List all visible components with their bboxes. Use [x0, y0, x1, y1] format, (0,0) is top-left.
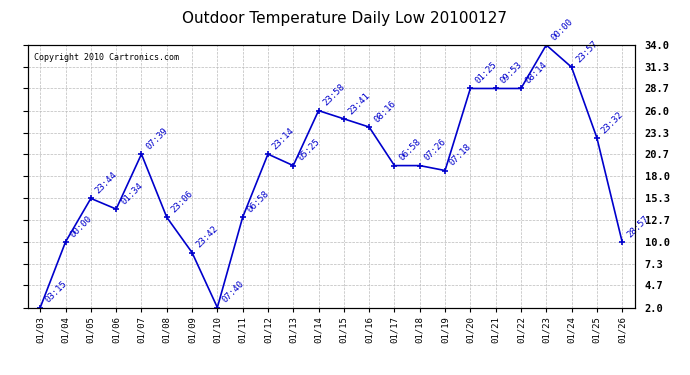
- Text: 07:40: 07:40: [220, 279, 246, 305]
- Text: 00:00: 00:00: [549, 17, 574, 42]
- Text: 23:57: 23:57: [574, 39, 600, 64]
- Text: 23:58: 23:58: [322, 82, 346, 108]
- Text: 08:16: 08:16: [372, 99, 397, 124]
- Text: 00:00: 00:00: [68, 214, 94, 239]
- Text: 07:39: 07:39: [144, 126, 170, 152]
- Text: Copyright 2010 Cartronics.com: Copyright 2010 Cartronics.com: [34, 53, 179, 62]
- Text: 23:42: 23:42: [195, 224, 220, 250]
- Text: 06:58: 06:58: [246, 189, 270, 214]
- Text: 05:25: 05:25: [296, 138, 322, 163]
- Text: 03:15: 03:15: [43, 279, 68, 305]
- Text: 08:14: 08:14: [524, 60, 549, 86]
- Text: 28:57: 28:57: [625, 214, 650, 239]
- Text: 07:26: 07:26: [422, 138, 448, 163]
- Text: 23:32: 23:32: [600, 110, 625, 135]
- Text: 01:25: 01:25: [473, 60, 498, 86]
- Text: 23:14: 23:14: [270, 126, 296, 152]
- Text: 09:53: 09:53: [498, 60, 524, 86]
- Text: Outdoor Temperature Daily Low 20100127: Outdoor Temperature Daily Low 20100127: [182, 11, 508, 26]
- Text: 23:06: 23:06: [170, 189, 195, 214]
- Text: 07:18: 07:18: [448, 142, 473, 168]
- Text: 23:41: 23:41: [346, 91, 372, 116]
- Text: 01:34: 01:34: [119, 181, 144, 206]
- Text: 06:58: 06:58: [397, 138, 422, 163]
- Text: 23:44: 23:44: [94, 170, 119, 196]
